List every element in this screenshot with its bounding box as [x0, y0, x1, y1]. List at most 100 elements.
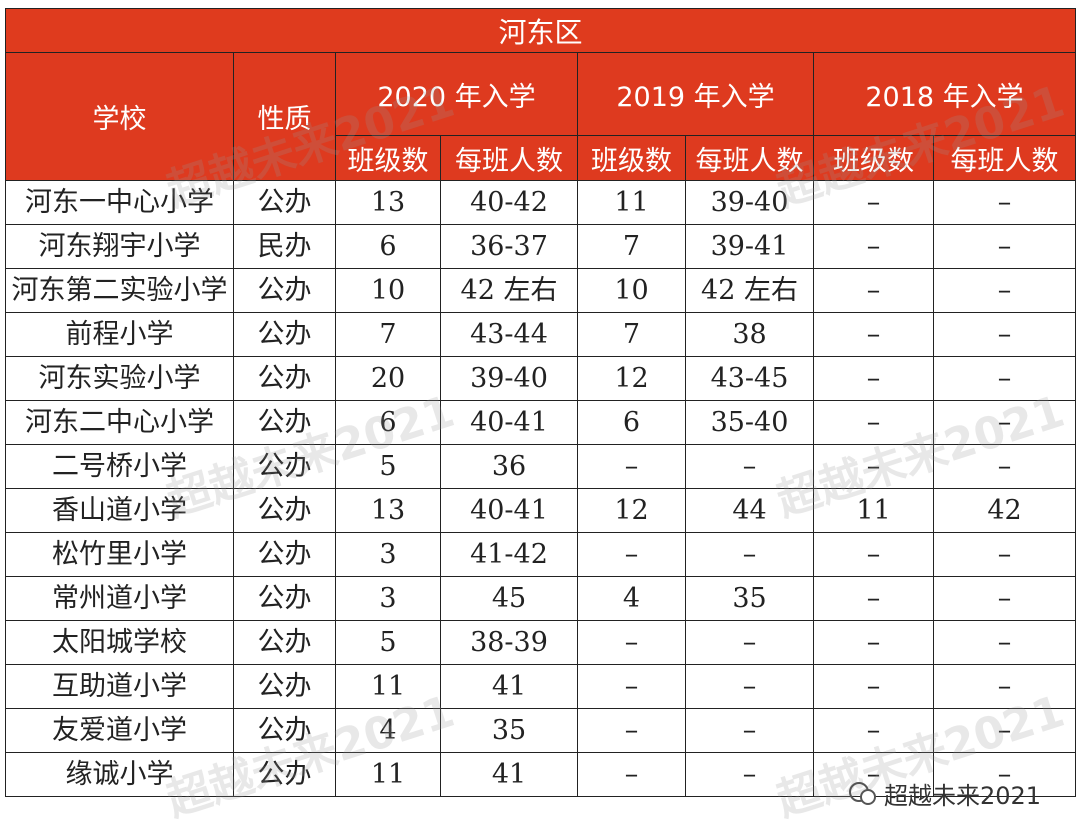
- table-row: 互助道小学 公办 11 41– – – –: [5, 664, 1077, 709]
- table-row: 缘诚小学 公办 11 41– – – –: [5, 752, 1077, 797]
- table-cell: –: [932, 444, 1077, 489]
- table-cell: –: [577, 620, 686, 665]
- table-cell: 公办: [233, 708, 336, 753]
- table-cell: 互助道小学: [5, 664, 234, 709]
- table-cell: 20: [335, 356, 441, 401]
- table-cell: –: [932, 180, 1077, 225]
- table-cell: 42 左右: [440, 268, 578, 313]
- table-cell: 6: [577, 400, 686, 445]
- table-row: 河东一中心小学 公办 13 40-42 11 39-40– –: [5, 180, 1077, 225]
- table-row: 常州道小学 公办 3 45 4 35– –: [5, 576, 1077, 621]
- header-cell: 学校: [5, 52, 234, 181]
- table-cell: –: [685, 532, 814, 577]
- table-cell: –: [813, 356, 934, 401]
- table-cell: –: [813, 708, 934, 753]
- table-cell: –: [932, 268, 1077, 313]
- table-cell: –: [813, 312, 934, 357]
- table-cell: –: [932, 752, 1077, 797]
- table-row: 香山道小学 公办 13 40-41 12 44 11 42: [5, 488, 1077, 533]
- table-row: 前程小学 公办 7 43-44 7 38– –: [5, 312, 1077, 357]
- table-cell: 公办: [233, 664, 336, 709]
- table-cell: 5: [335, 444, 441, 489]
- table-cell: 香山道小学: [5, 488, 234, 533]
- table-cell: –: [813, 752, 934, 797]
- subheader-cell: 每班人数: [932, 135, 1077, 181]
- table-cell: 41-42: [440, 532, 578, 577]
- table-cell: –: [813, 532, 934, 577]
- table-cell: 6: [335, 224, 441, 269]
- header-row: 学校 性质 2020 年入学 2019 年入学 2018 年入学: [5, 52, 1077, 181]
- table-cell: 二号桥小学: [5, 444, 234, 489]
- table-cell: –: [813, 664, 934, 709]
- table-cell: 36: [440, 444, 578, 489]
- table-cell: 10: [577, 268, 686, 313]
- table-cell: 3: [335, 532, 441, 577]
- table-cell: –: [932, 356, 1077, 401]
- table-cell: 公办: [233, 312, 336, 357]
- table-cell: 11: [335, 752, 441, 797]
- table-cell: 11: [813, 488, 934, 533]
- table-cell: 43-45: [685, 356, 814, 401]
- subheader-cell: 班级数: [813, 135, 934, 181]
- table-cell: –: [813, 400, 934, 445]
- table-cell: 45: [440, 576, 578, 621]
- table-cell: 公办: [233, 532, 336, 577]
- table-cell: –: [577, 664, 686, 709]
- logo-icon: [849, 781, 876, 805]
- header-cell: 性质: [233, 52, 336, 181]
- school-table: 河东区 学校 性质 2020 年入学 2019 年入学 2018 年入学 班级数 每班人数班…: [4, 8, 1077, 797]
- table-cell: 36-37: [440, 224, 578, 269]
- table-cell: 7: [577, 224, 686, 269]
- table-cell: –: [685, 444, 814, 489]
- table-cell: 4: [577, 576, 686, 621]
- table-cell: –: [577, 752, 686, 797]
- table-row: 友爱道小学 公办 4 35– – – –: [5, 708, 1077, 753]
- table-cell: 12: [577, 488, 686, 533]
- table-cell: –: [932, 708, 1077, 753]
- table-cell: 41: [440, 664, 578, 709]
- table-cell: 7: [577, 312, 686, 357]
- table-row: 松竹里小学 公办 3 41-42– – – –: [5, 532, 1077, 577]
- table-cell: 38-39: [440, 620, 578, 665]
- table-cell: –: [685, 752, 814, 797]
- table-row: 河东二中心小学 公办 6 40-41 6 35-40– –: [5, 400, 1077, 445]
- table-cell: –: [813, 268, 934, 313]
- table-cell: 42: [932, 488, 1077, 533]
- table-cell: 7: [335, 312, 441, 357]
- table-cell: –: [932, 312, 1077, 357]
- table-cell: –: [577, 708, 686, 753]
- subheader-cell: 每班人数: [440, 135, 578, 181]
- table-cell: 公办: [233, 576, 336, 621]
- subheader-cell: 每班人数: [685, 135, 814, 181]
- table-cell: 公办: [233, 268, 336, 313]
- logo-text: 超越未来2021: [884, 782, 1042, 810]
- table-cell: 40-41: [440, 488, 578, 533]
- subheader-cell: 班级数: [577, 135, 686, 181]
- table-cell: 河东二中心小学: [5, 400, 234, 445]
- table-cell: –: [577, 444, 686, 489]
- table-row: 河东第二实验小学 公办 10 42 左右 10 42 左右 – –: [5, 268, 1077, 313]
- table-cell: 12: [577, 356, 686, 401]
- subheader-cell: 班级数: [335, 135, 441, 181]
- table-cell: –: [813, 224, 934, 269]
- table-cell: 42 左右: [685, 268, 814, 313]
- subheader-row: 班级数 每班人数 班级数 每班人数 班级数 每班人数: [6, 135, 1077, 181]
- table-cell: 常州道小学: [5, 576, 234, 621]
- table-cell: 39-41: [685, 224, 814, 269]
- table-cell: –: [932, 224, 1077, 269]
- table-cell: 39-40: [685, 180, 814, 225]
- logo: 超越未来2021: [848, 776, 1041, 811]
- table-cell: –: [932, 400, 1077, 445]
- table-cell: –: [932, 620, 1077, 665]
- table-cell: 44: [685, 488, 814, 533]
- table-cell: –: [932, 576, 1077, 621]
- table-cell: 40-42: [440, 180, 578, 225]
- table-cell: 前程小学: [5, 312, 234, 357]
- header-cell: 2020 年入学: [335, 52, 578, 136]
- table-cell: 公办: [233, 488, 336, 533]
- table-cell: 13: [335, 180, 441, 225]
- table-cell: 公办: [233, 752, 336, 797]
- table-cell: 河东一中心小学: [5, 180, 234, 225]
- table-cell: 40-41: [440, 400, 578, 445]
